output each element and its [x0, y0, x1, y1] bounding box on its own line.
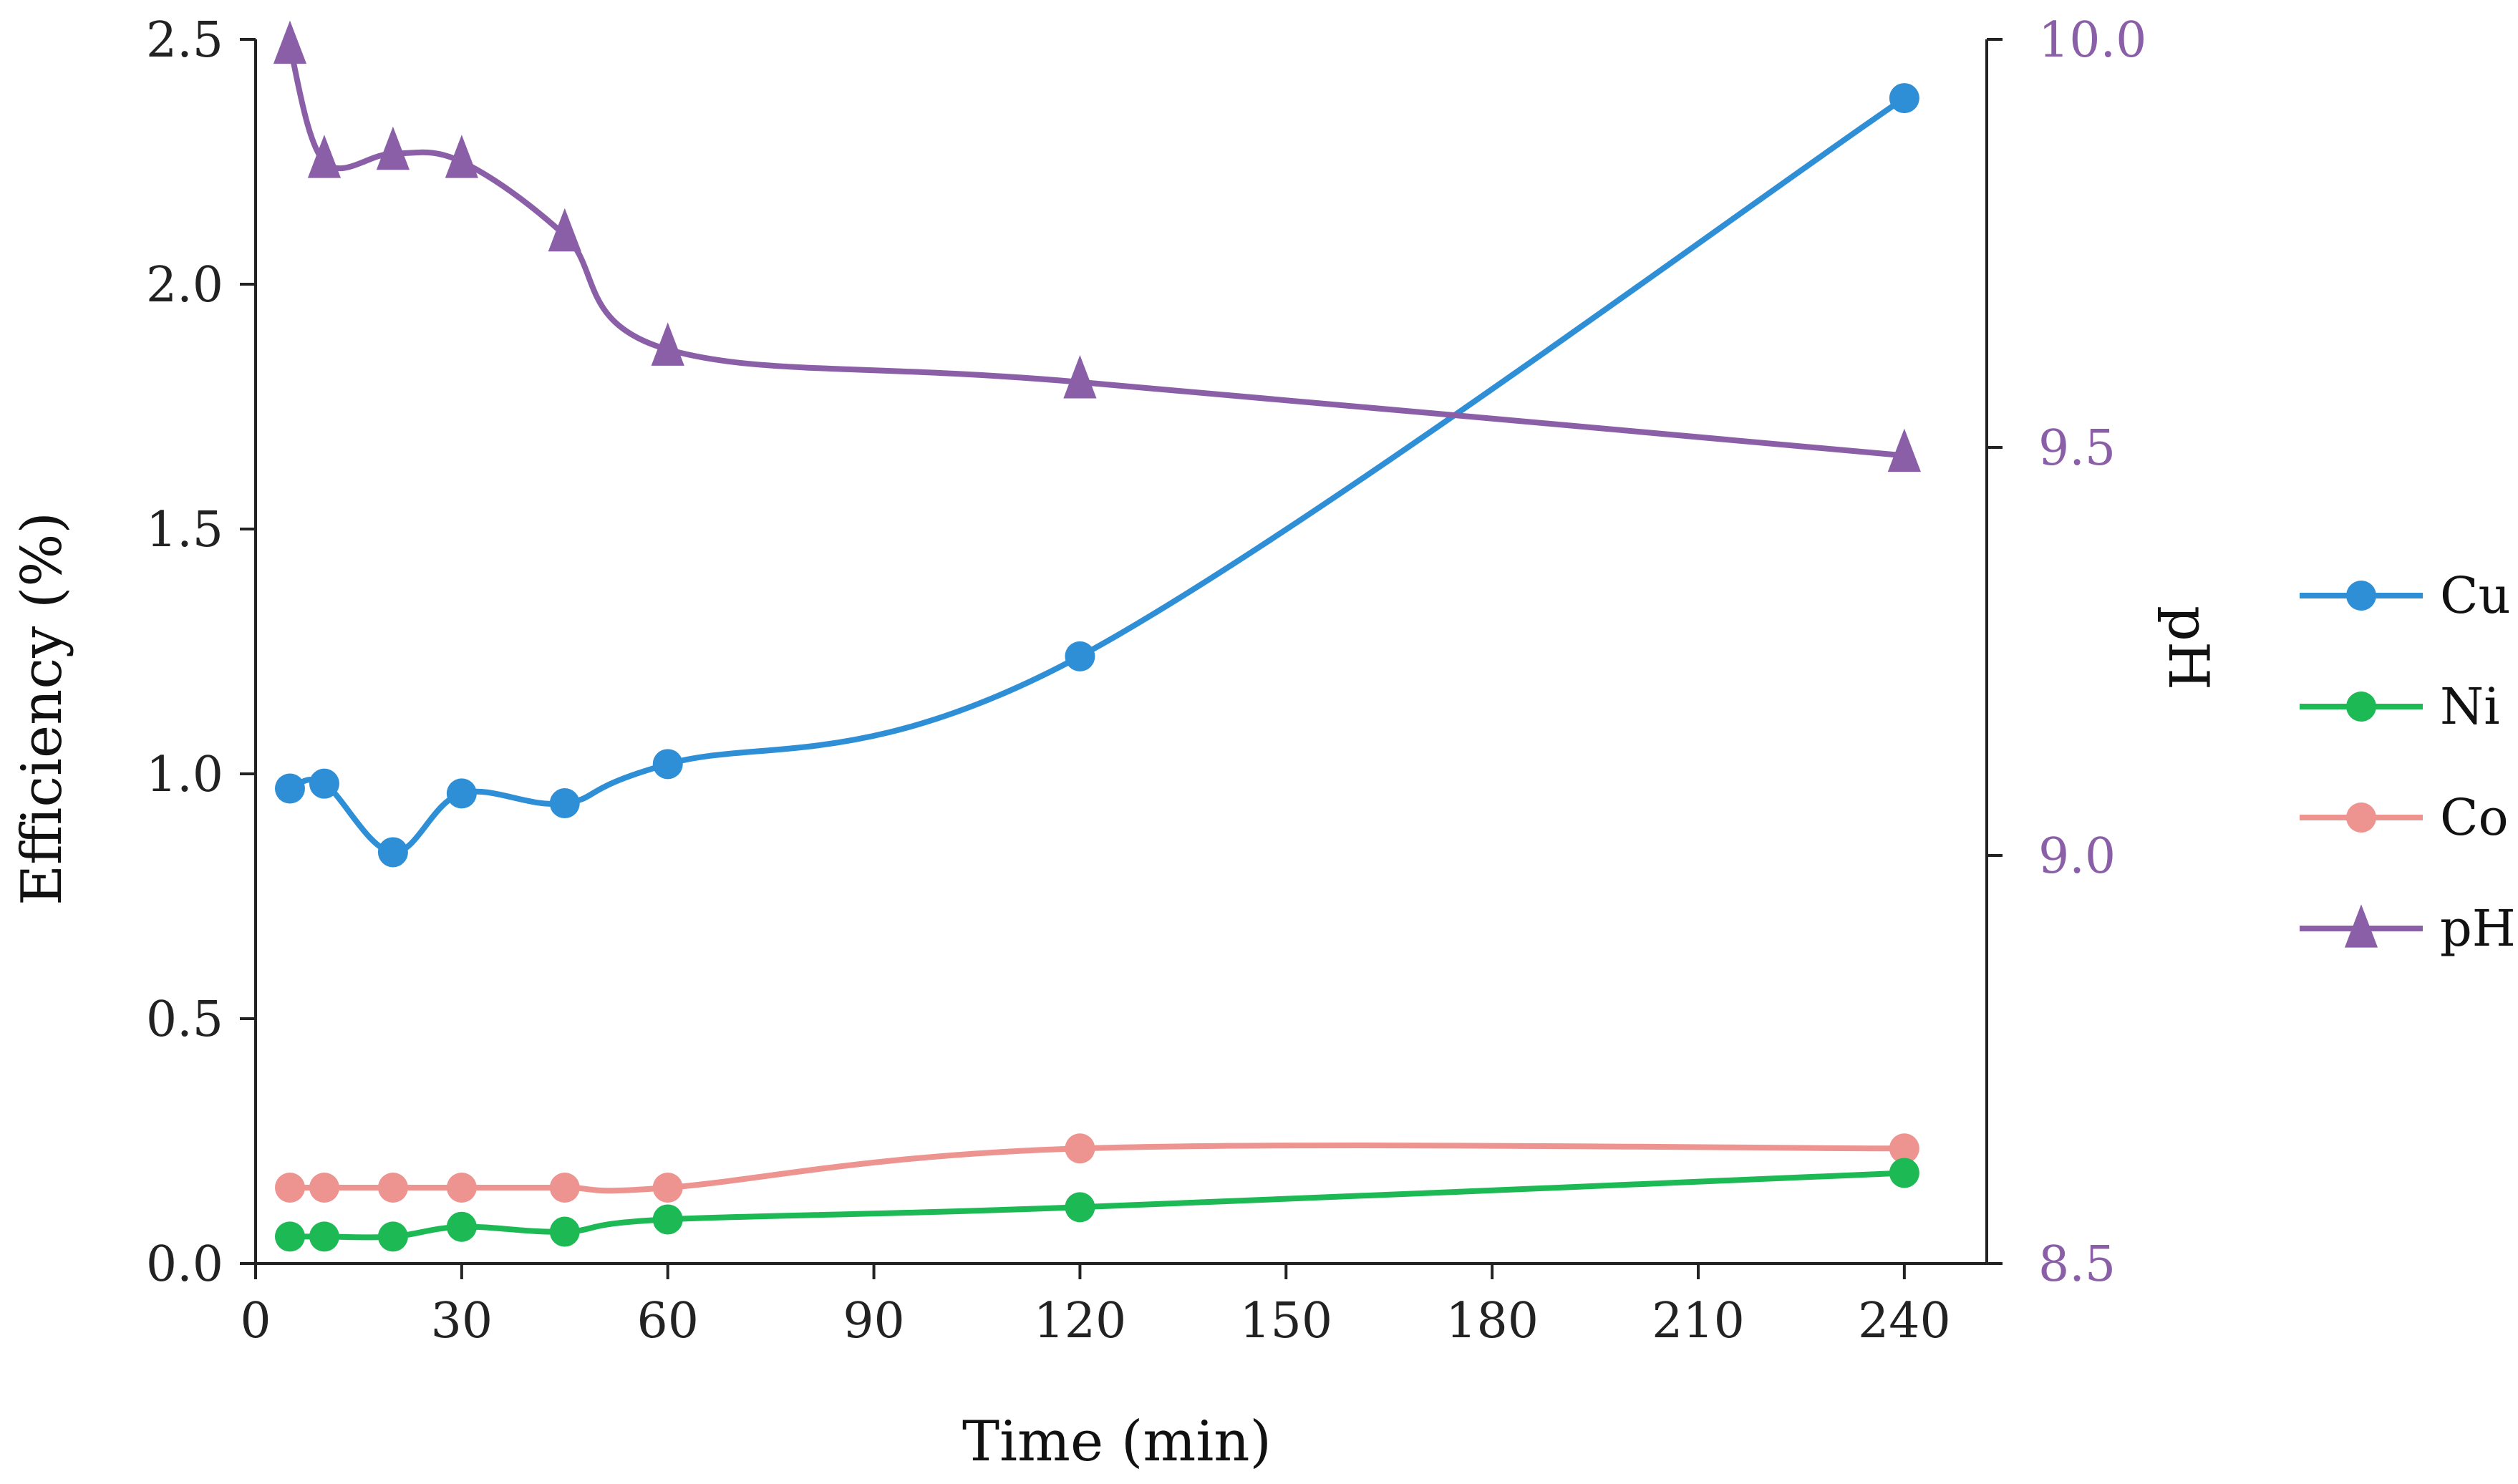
y2-tick-label: 9.5 [2038, 420, 2116, 477]
data-point-cu [274, 773, 305, 804]
legend-marker-cu [2346, 581, 2376, 611]
data-point-ph [1887, 428, 1921, 472]
data-point-cu [446, 778, 477, 809]
legend-label-co: Co [2440, 788, 2509, 847]
series-lines [287, 44, 1907, 1241]
legend-label-ph: pH [2440, 899, 2516, 958]
data-point-co [309, 1172, 339, 1203]
series-line-ni [287, 1170, 1907, 1241]
data-point-co [377, 1172, 408, 1203]
series-line-ph [287, 44, 1907, 459]
legend-item-ni: Ni [2300, 677, 2500, 736]
x-tick-label: 240 [1858, 1293, 1951, 1349]
data-point-cu [549, 788, 580, 819]
data-point-co [446, 1172, 477, 1203]
x-tick-label: 60 [636, 1293, 699, 1349]
legend-marker-ph [2344, 904, 2378, 948]
data-point-cu [652, 749, 683, 780]
legend-marker-co [2346, 802, 2376, 833]
y2-tick-label: 10.0 [2038, 12, 2146, 69]
legend-label-ni: Ni [2440, 677, 2500, 736]
data-point-co [549, 1172, 580, 1203]
data-point-cu [1065, 641, 1095, 671]
x-tick-label: 0 [240, 1293, 271, 1349]
legend-item-cu: Cu [2300, 566, 2511, 625]
x-tick-label: 210 [1652, 1293, 1745, 1349]
series-markers [273, 20, 1921, 1252]
y-axis-title: Efficiency (%) [10, 512, 74, 906]
legend-label-cu: Cu [2440, 566, 2511, 625]
y2-axis-title: pH [2156, 606, 2220, 690]
y-tick-label: 1.0 [146, 747, 223, 803]
data-point-ph [445, 135, 478, 178]
data-point-ni [549, 1216, 580, 1247]
data-point-ni [309, 1221, 339, 1252]
y-tick-label: 1.5 [146, 502, 223, 558]
x-tick-label: 30 [431, 1293, 493, 1349]
data-point-ph [376, 126, 410, 170]
data-point-cu [1889, 83, 1919, 114]
data-point-cu [377, 837, 408, 868]
legend-item-co: Co [2300, 788, 2509, 847]
y-tick-label: 0.0 [146, 1236, 223, 1293]
y-tick-label: 2.0 [146, 257, 223, 314]
y-tick-label: 2.5 [146, 12, 223, 69]
data-point-ni [1889, 1158, 1919, 1188]
legend-marker-ni [2346, 692, 2376, 722]
data-point-co [274, 1172, 305, 1203]
x-tick-label: 180 [1446, 1293, 1539, 1349]
data-point-ni [274, 1221, 305, 1252]
data-point-ph [1063, 355, 1097, 399]
data-point-co [652, 1172, 683, 1203]
y2-tick-label: 8.5 [2038, 1236, 2116, 1293]
data-point-ph [273, 20, 307, 64]
ticks: 0 30 60 90 120 150 180 210 240 0.0 0.5 1.0 1.5 2.0 2.5… [146, 12, 2147, 1349]
legend-item-ph: pH [2300, 899, 2516, 958]
data-point-co [1889, 1133, 1919, 1164]
y2-tick-label: 9.0 [2038, 828, 2116, 885]
data-point-ni [1065, 1192, 1095, 1223]
x-tick-label: 150 [1239, 1293, 1332, 1349]
data-point-ni [446, 1211, 477, 1242]
x-axis-title: Time (min) [962, 1410, 1272, 1474]
x-tick-label: 90 [843, 1293, 905, 1349]
data-point-cu [309, 768, 339, 799]
x-tick-label: 120 [1034, 1293, 1127, 1349]
data-point-ni [377, 1221, 408, 1252]
data-point-ph [548, 208, 581, 252]
data-point-co [1065, 1133, 1095, 1164]
y-tick-label: 0.5 [146, 991, 223, 1048]
data-point-ni [652, 1204, 683, 1235]
data-point-ph [307, 135, 342, 178]
data-point-ph [651, 322, 684, 366]
series-line-cu [287, 95, 1907, 855]
legend: Cu Ni Co pH [2300, 566, 2516, 958]
